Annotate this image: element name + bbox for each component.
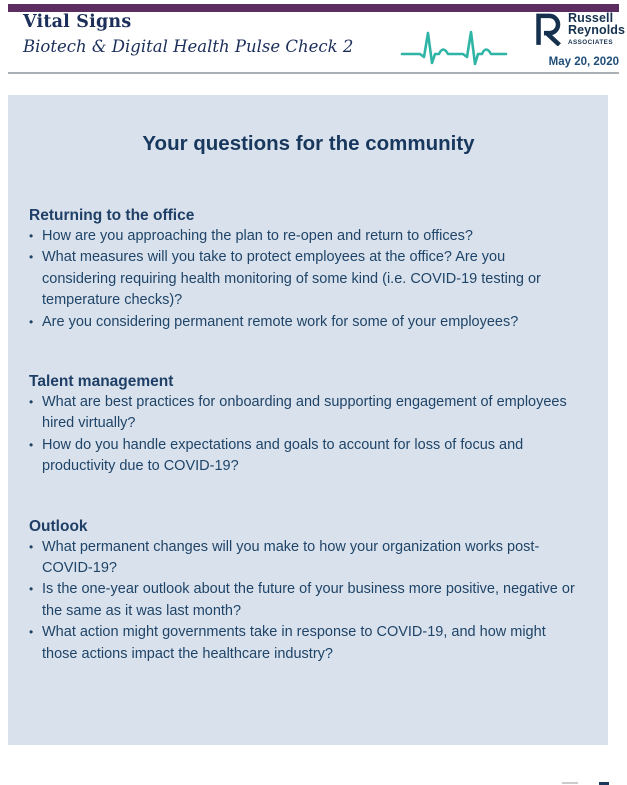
section-heading: Outlook: [29, 517, 88, 535]
bullet-item: • What measures will you take to protect…: [29, 247, 588, 311]
header-date: May 20, 2020: [548, 56, 619, 68]
rra-logo-r-icon: [534, 13, 563, 51]
logo-name-line1: Russell: [568, 11, 614, 25]
bullet-icon: •: [29, 250, 34, 265]
bullet-icon: •: [29, 314, 34, 329]
bullet-item: • How do you handle expectations and goa…: [29, 435, 588, 478]
bullet-text: Is the one-year outlook about the future…: [42, 581, 575, 619]
section-outlook: Outlook • What permanent changes will yo…: [29, 516, 588, 665]
bullet-icon: •: [29, 625, 34, 640]
bullet-text: What are best practices for onboarding a…: [42, 394, 567, 432]
bullet-icon: •: [29, 395, 34, 410]
logo-name-line2: Reynolds: [568, 22, 626, 37]
bullet-icon: •: [29, 229, 34, 243]
rra-logo: Russell Reynolds ASSOCIATES: [534, 11, 626, 51]
bullet-text: How do you handle expectations and goals…: [42, 436, 524, 475]
bullet-item: • Are you considering permanent remote w…: [29, 312, 588, 333]
bullet-list: • How are you approaching the plan to re…: [29, 226, 588, 333]
bullet-item: • Is the one-year outlook about the futu…: [29, 579, 588, 622]
brand-title: Vital Signs: [23, 12, 132, 32]
bullet-item: • What are best practices for onboarding…: [29, 392, 588, 435]
bullet-item: • How are you approaching the plan to re…: [29, 226, 588, 247]
header-divider: [8, 72, 619, 74]
rra-logo-text: Russell Reynolds ASSOCIATES: [568, 11, 626, 46]
top-accent-bar: [8, 4, 619, 12]
ekg-heartbeat-icon: [400, 30, 508, 73]
section-heading: Returning to the office: [29, 207, 195, 224]
bullet-icon: •: [29, 539, 34, 554]
slide-panel: Your questions for the community Returni…: [8, 95, 608, 745]
bullet-text: What action might governments take in re…: [42, 624, 546, 662]
bullet-list: • What permanent changes will you make t…: [29, 537, 588, 665]
bullet-item: • What action might governments take in …: [29, 622, 588, 665]
section-heading: Talent management: [29, 373, 174, 391]
footer-cropped-mark-gray: [562, 782, 578, 784]
section-talent-management: Talent management • What are best practi…: [29, 371, 588, 478]
bullet-list: • What are best practices for onboarding…: [29, 392, 588, 478]
section-returning-to-the-office: Returning to the office • How are you ap…: [29, 205, 588, 333]
bullet-text: What measures will you take to protect e…: [42, 249, 541, 309]
bullet-text: What permanent changes will you make to …: [42, 538, 540, 577]
bullet-text: Are you considering permanent remote wor…: [42, 313, 519, 330]
footer-cropped-mark-navy: [599, 782, 609, 785]
bullet-icon: •: [29, 437, 34, 452]
bullet-icon: •: [29, 582, 34, 597]
bullet-text: How are you approaching the plan to re-o…: [42, 228, 473, 244]
slide-title: Your questions for the community: [142, 132, 475, 155]
bullet-item: • What permanent changes will you make t…: [29, 537, 588, 580]
logo-name-line3: ASSOCIATES: [568, 38, 613, 46]
brand-subtitle: Biotech & Digital Health Pulse Check 2: [23, 37, 354, 56]
